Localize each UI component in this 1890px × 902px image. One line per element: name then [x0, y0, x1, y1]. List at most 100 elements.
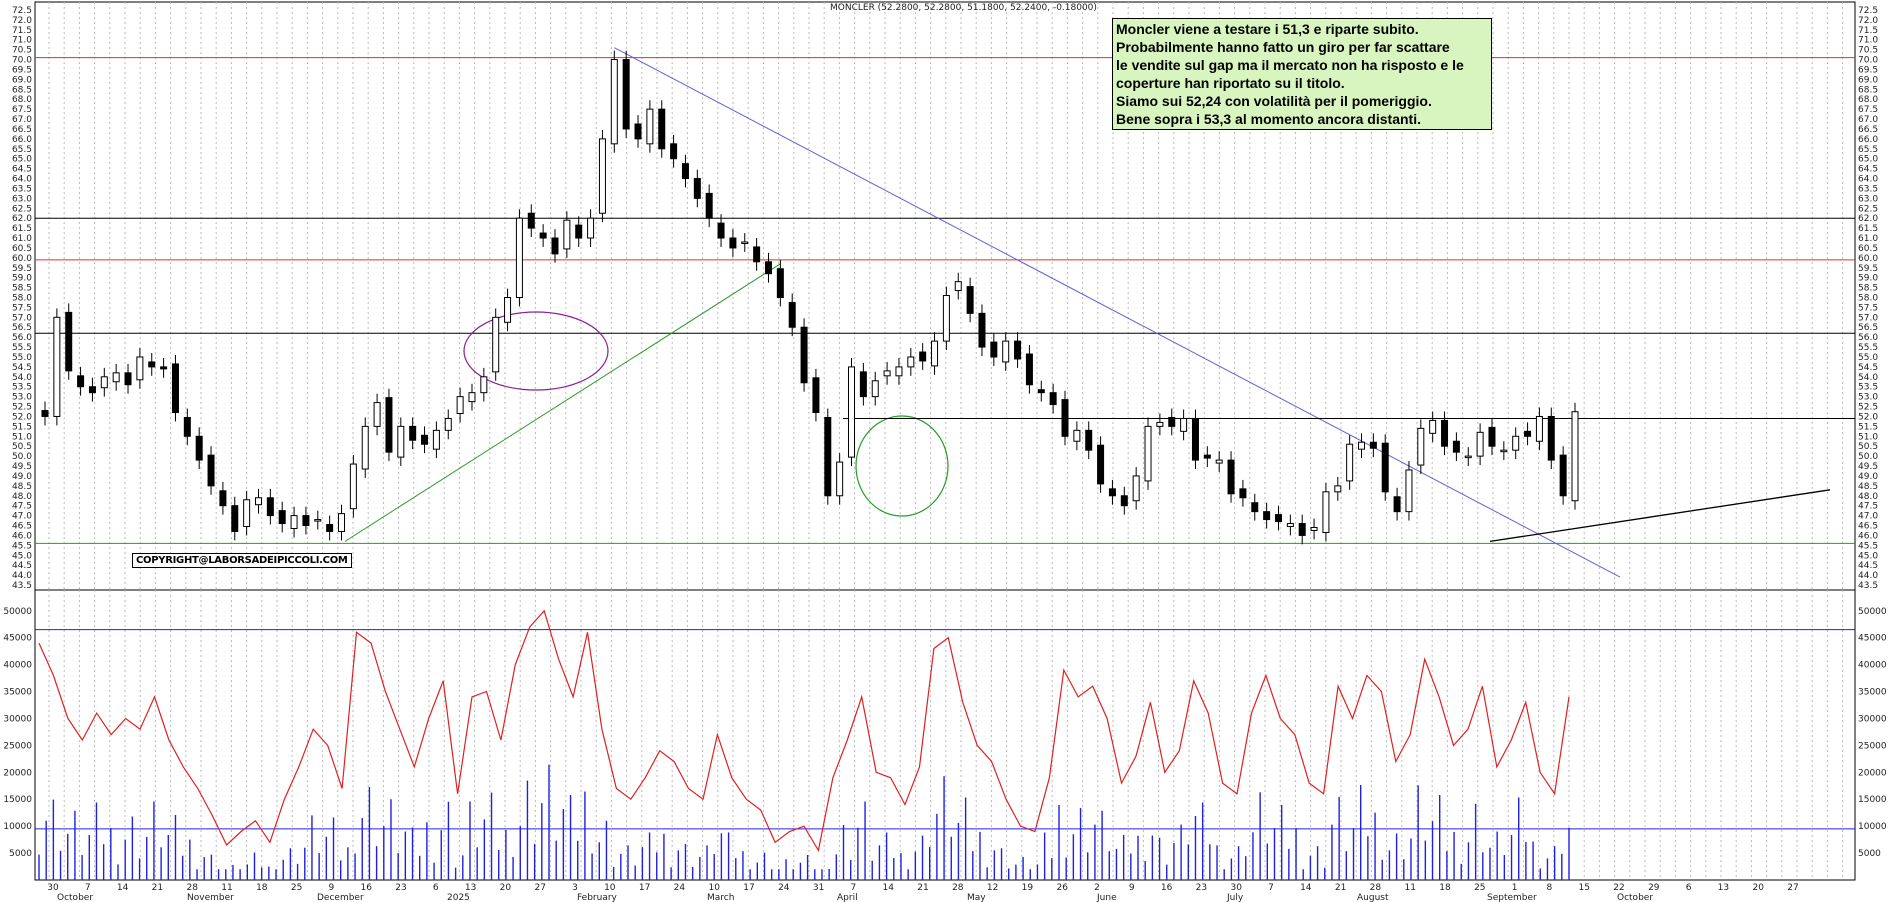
price-tick-label: 62.5	[12, 204, 32, 214]
date-tick-label: 16	[1161, 883, 1173, 893]
volume-tick-label: 25000	[3, 741, 32, 751]
candle-body	[504, 297, 512, 323]
price-tick-label: 69.5	[1858, 65, 1878, 75]
price-tick-label: 71.5	[1858, 26, 1878, 36]
candle-body	[1547, 415, 1555, 461]
price-tick-label: 56.0	[1858, 333, 1878, 343]
price-tick-label: 68.5	[12, 85, 32, 95]
price-tick-label: 50.5	[12, 442, 32, 452]
price-tick-label: 53.5	[12, 383, 32, 393]
price-tick-label: 55.0	[12, 353, 32, 363]
candle-body	[563, 219, 571, 250]
price-tick-label: 62.5	[1858, 204, 1878, 214]
price-tick-label: 59.0	[12, 274, 32, 284]
candle-body	[1429, 419, 1437, 434]
candle-body	[1049, 392, 1057, 406]
volume-line	[38, 609, 1570, 853]
price-tick-label: 65.5	[12, 145, 32, 155]
price-tick-label: 53.0	[12, 393, 32, 403]
volume-tick-label: 20000	[3, 768, 32, 778]
commentary-line: Bene sopra i 53,3 al momento ancora dist…	[1116, 111, 1421, 127]
down-trendline	[614, 47, 1621, 578]
candle-body	[1073, 429, 1081, 442]
candle-body	[1025, 353, 1033, 386]
candle-body	[681, 163, 689, 180]
date-tick-label: 28	[952, 883, 964, 893]
price-tick-label: 68.0	[1858, 95, 1878, 105]
price-tick-label: 57.0	[1858, 313, 1878, 323]
price-tick-label: 47.5	[12, 502, 32, 512]
price-tick-label: 69.5	[12, 65, 32, 75]
price-tick-label: 49.0	[1858, 472, 1878, 482]
candle-body	[160, 366, 168, 370]
volume-pane-border	[34, 589, 1856, 881]
candle-body	[978, 312, 986, 348]
price-tick-label: 65.0	[12, 155, 32, 165]
candle-body	[1512, 435, 1520, 451]
date-tick-label: 14	[882, 883, 894, 893]
date-tick-label: 18	[256, 883, 268, 893]
volume-bars	[38, 764, 1570, 880]
candle-body	[1381, 442, 1389, 493]
price-tick-label: 61.0	[12, 234, 32, 244]
price-tick-label: 64.0	[1858, 175, 1878, 185]
candle-body	[444, 417, 452, 431]
candle-body	[1227, 459, 1235, 495]
month-tick-label: October	[57, 893, 93, 902]
date-tick-label: 15	[1578, 883, 1589, 893]
date-tick-label: 13	[465, 883, 476, 893]
date-tick-label: 19	[1022, 883, 1034, 893]
date-axis: 30 7 14 21 28 11 18 25 9 16 23 6 13 20 27 3 10 17 24 10 17 24…	[47, 883, 1798, 902]
price-tick-label: 67.5	[1858, 105, 1878, 115]
price-tick-label: 67.0	[12, 115, 32, 125]
candle-body	[397, 425, 405, 458]
candle-body	[183, 416, 191, 437]
candle-body	[1274, 514, 1282, 523]
volume-tick-label: 35000	[1858, 688, 1887, 698]
date-tick-label: 10	[708, 883, 720, 893]
price-tick-label: 51.5	[1858, 422, 1878, 432]
price-tick-label: 59.0	[1858, 274, 1878, 284]
price-tick-label: 62.0	[1858, 214, 1878, 224]
candle-body	[53, 316, 61, 417]
date-tick-label: 26	[1056, 883, 1068, 893]
candle-body	[954, 281, 962, 292]
candle-body	[907, 356, 915, 368]
price-tick-label: 50.0	[1858, 452, 1878, 462]
candle-body	[1464, 455, 1472, 459]
date-tick-label: 3	[572, 883, 578, 893]
price-tick-label: 71.0	[1858, 36, 1878, 46]
candle-body	[1298, 523, 1306, 536]
candle-body	[610, 59, 618, 145]
price-tick-label: 66.0	[12, 135, 32, 145]
price-tick-label: 63.0	[12, 194, 32, 204]
candle-body	[859, 371, 867, 398]
date-tick-label: 1	[1512, 883, 1518, 893]
price-tick-label: 54.0	[12, 373, 32, 383]
price-tick-label: 50.0	[12, 452, 32, 462]
candle-body	[171, 363, 179, 414]
commentary-line: Siamo sui 52,24 con volatilità per il po…	[1116, 93, 1432, 109]
price-tick-label: 49.5	[1858, 462, 1878, 472]
price-tick-label: 66.0	[1858, 135, 1878, 145]
price-tick-label: 57.5	[1858, 303, 1878, 313]
price-tick-label: 55.5	[1858, 343, 1878, 353]
price-tick-label: 64.0	[12, 175, 32, 185]
commentary-line: Moncler viene a testare i 51,3 e riparte…	[1116, 21, 1419, 37]
price-tick-label: 60.5	[1858, 244, 1878, 254]
price-tick-label: 60.0	[1858, 254, 1878, 264]
price-tick-label: 48.5	[12, 482, 32, 492]
candle-body	[836, 461, 844, 497]
date-tick-label: 24	[674, 883, 686, 893]
candle-body	[1369, 441, 1377, 449]
price-tick-label: 72.5	[1858, 6, 1878, 16]
price-tick-label: 47.0	[1858, 512, 1878, 522]
price-tick-label: 48.0	[12, 492, 32, 502]
candle-body	[515, 217, 523, 298]
candle-body	[195, 435, 203, 461]
highlight-ellipse	[463, 311, 609, 391]
price-tick-label: 56.5	[12, 323, 32, 333]
price-axis-left: 43.544.044.545.045.546.046.547.047.548.0…	[12, 6, 32, 591]
price-tick-label: 54.0	[1858, 373, 1878, 383]
month-tick-label: October	[1617, 893, 1653, 902]
